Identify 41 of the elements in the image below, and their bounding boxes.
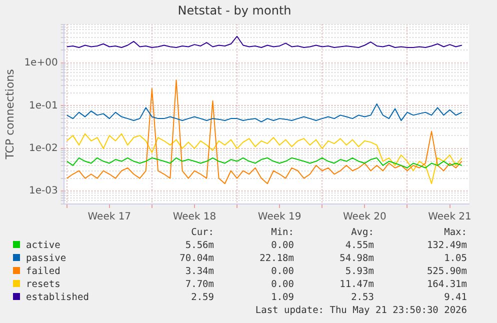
text: 5.93m — [344, 265, 374, 278]
text: 11.47m — [338, 278, 374, 291]
y-tick-label: 1e-03 — [28, 186, 58, 197]
x-tick-label: Week 21 — [428, 212, 472, 223]
y-axis-title: TCP connections — [3, 68, 16, 160]
text: 4.55m — [344, 239, 374, 252]
legend-label: failed — [25, 265, 62, 278]
x-tick-label: Week 17 — [88, 212, 132, 223]
x-tick-label: Week 19 — [258, 212, 302, 223]
text: 54.98m — [338, 252, 374, 265]
text: Avg: — [350, 226, 374, 239]
text: Cur: — [190, 226, 214, 239]
x-tick-label: Week 20 — [343, 212, 386, 223]
text: Min: — [270, 226, 294, 239]
y-tick-label: 1e+00 — [24, 58, 58, 69]
chart-title: Netstat - by month — [178, 3, 292, 18]
legend-label: passive — [25, 252, 68, 265]
text: 525.90m — [426, 265, 467, 278]
legend-label: resets — [25, 278, 62, 291]
x-tick-label: Week 18 — [172, 212, 216, 223]
text: 2.53 — [350, 291, 374, 304]
text: 3.34m — [184, 265, 214, 278]
text: 164.31m — [426, 278, 467, 291]
text: 7.70m — [184, 278, 214, 291]
text: 5.56m — [184, 239, 214, 252]
text: 1.05 — [443, 252, 467, 265]
text: Max: — [443, 226, 467, 239]
legend-label: active — [25, 239, 62, 252]
text: 9.41 — [443, 291, 467, 304]
text: 1.09 — [270, 291, 294, 304]
text: 0.00 — [270, 265, 294, 278]
text: 70.04m — [178, 252, 214, 265]
y-tick-label: 1e-01 — [28, 100, 58, 112]
text: Last update: Thu May 21 23:50:30 2026 — [254, 304, 467, 317]
y-tick-label: 1e-02 — [28, 143, 58, 154]
text: 2.59 — [190, 291, 214, 304]
text: 132.49m — [426, 239, 467, 252]
text: 22.18m — [258, 252, 294, 265]
text: 0.00 — [270, 278, 294, 291]
text: 0.00 — [270, 239, 294, 252]
legend-label: established — [25, 291, 90, 304]
